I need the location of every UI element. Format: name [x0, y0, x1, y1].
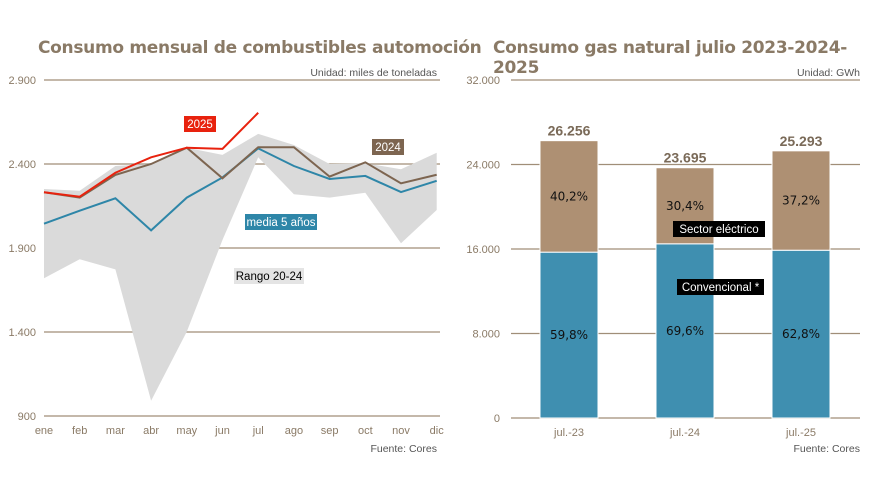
source-label: Fuente: Cores [370, 443, 437, 455]
legend-range: Rango 20-24 [236, 271, 303, 283]
x-tick-label: jul [252, 425, 264, 437]
right-chart-title: Consumo gas natural julio 2023-2024-2025 [493, 38, 847, 78]
y-tick-label: 900 [18, 411, 36, 423]
unit-label: Unidad: miles de toneladas [310, 67, 437, 79]
x-tick-label: mar [106, 425, 125, 437]
bar-total-label: 25.293 [780, 133, 823, 149]
bar-total-label: 23.695 [664, 150, 707, 166]
range-area [44, 133, 437, 401]
legend-2025-bg [184, 116, 216, 132]
series-line-2025 [43, 112, 259, 198]
y-tick-label: 32.000 [466, 75, 500, 87]
legend-media: media 5 años [246, 217, 315, 229]
x-tick-label: jul.-23 [553, 427, 584, 439]
bar-percent-label: 40,2% [550, 189, 588, 203]
legend-convencional: Convencional * [682, 282, 760, 294]
bar-convencional [655, 243, 715, 419]
x-tick-label: abr [143, 425, 159, 437]
x-tick-label: may [176, 425, 197, 437]
bar-total-label: 26.256 [548, 123, 591, 139]
x-tick-label: sep [321, 425, 339, 437]
legend-2024-bg [372, 139, 404, 155]
bar-convencional [539, 251, 599, 419]
x-tick-label: nov [392, 425, 410, 437]
legend-range-bg [234, 268, 304, 284]
y-tick-label: 1.900 [8, 243, 36, 255]
bar-sector-electrico [539, 140, 599, 253]
bar-convencional [771, 249, 831, 419]
left-chart-title: Consumo mensual de combustibles automoci… [38, 38, 482, 58]
legend-media-bg [245, 214, 317, 230]
x-tick-label: feb [72, 425, 87, 437]
bar-percent-label: 69,6% [666, 324, 704, 338]
x-tick-label: jul.-25 [785, 427, 816, 439]
bar-sector-electrico [771, 150, 831, 251]
y-tick-label: 16.000 [466, 244, 500, 256]
y-tick-label: 8.000 [472, 329, 500, 341]
x-tick-label: ago [285, 425, 303, 437]
unit-label: Unidad: GWh [797, 67, 860, 79]
bar-percent-label: 59,8% [550, 328, 588, 342]
legend-sector-electrico: Sector eléctrico [679, 224, 758, 236]
x-tick-label: dic [430, 425, 445, 437]
y-tick-label: 2.900 [8, 75, 36, 87]
x-tick-label: jun [214, 425, 230, 437]
x-tick-label: ene [35, 425, 53, 437]
series-line-2024 [43, 146, 437, 199]
x-tick-label: jul.-24 [669, 427, 700, 439]
x-tick-label: oct [358, 425, 373, 437]
bar-percent-label: 62,8% [782, 327, 820, 341]
legend-convencional-bg [677, 279, 764, 295]
y-tick-label: 1.400 [8, 327, 36, 339]
y-tick-label: 0 [494, 413, 500, 425]
legend-2024: 2024 [375, 142, 401, 154]
bar-percent-label: 30,4% [666, 199, 704, 213]
legend-sector-electrico-bg [673, 221, 765, 237]
bar-percent-label: 37,2% [782, 194, 820, 208]
legend-2025: 2025 [187, 119, 213, 131]
y-tick-label: 2.400 [8, 159, 36, 171]
y-tick-label: 24.000 [466, 160, 500, 172]
source-label: Fuente: Cores [793, 443, 860, 455]
